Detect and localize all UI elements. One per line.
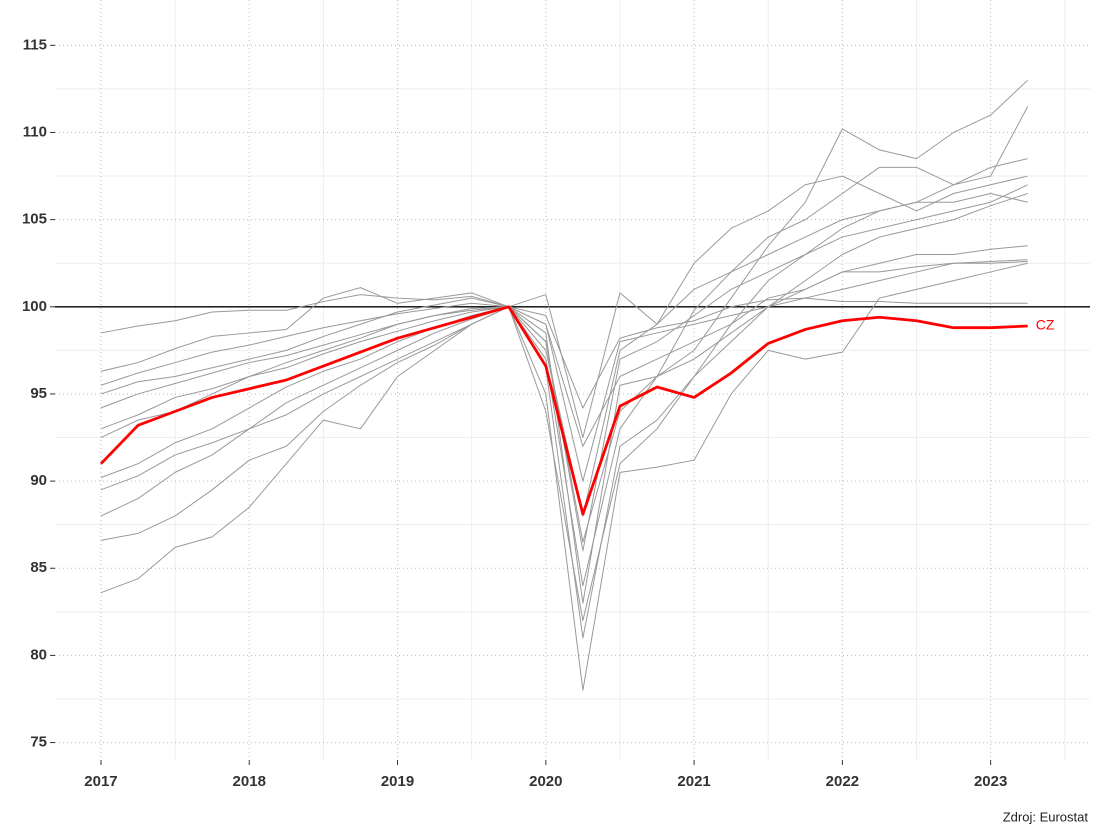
series-line <box>100 192 1028 439</box>
y-tick-label: 80 <box>30 646 47 663</box>
x-tick-label: 2017 <box>84 773 117 790</box>
series-line <box>100 259 1028 482</box>
y-tick-label: 115 <box>23 36 47 53</box>
series-line <box>100 262 1028 691</box>
x-tick-label: 2019 <box>381 773 414 790</box>
x-tick-label: 2022 <box>826 773 859 790</box>
series-line <box>100 79 1029 587</box>
y-tick-label: 90 <box>30 472 47 489</box>
series-line <box>100 158 1028 552</box>
x-tick-label: 2020 <box>529 773 562 790</box>
series-line <box>100 297 1028 409</box>
y-tick-label: 75 <box>30 734 47 751</box>
series-line <box>100 184 1028 622</box>
y-tick-label: 95 <box>30 385 47 402</box>
series-label: CZ <box>1036 317 1055 333</box>
x-tick-label: 2021 <box>677 773 710 790</box>
y-tick-label: 85 <box>30 559 47 576</box>
series-line <box>100 260 1028 604</box>
y-tick-label: 100 <box>22 298 47 315</box>
y-tick-label: 110 <box>23 123 47 140</box>
series-line <box>100 245 1028 447</box>
x-tick-label: 2023 <box>974 773 1007 790</box>
highlight-line <box>99 305 1028 516</box>
series-line <box>100 193 1028 639</box>
series-line <box>100 106 1029 543</box>
caption: Zdroj: Eurostat <box>1003 809 1089 824</box>
y-tick-label: 105 <box>22 211 47 228</box>
x-tick-label: 2018 <box>233 773 266 790</box>
series-line <box>100 175 1028 517</box>
